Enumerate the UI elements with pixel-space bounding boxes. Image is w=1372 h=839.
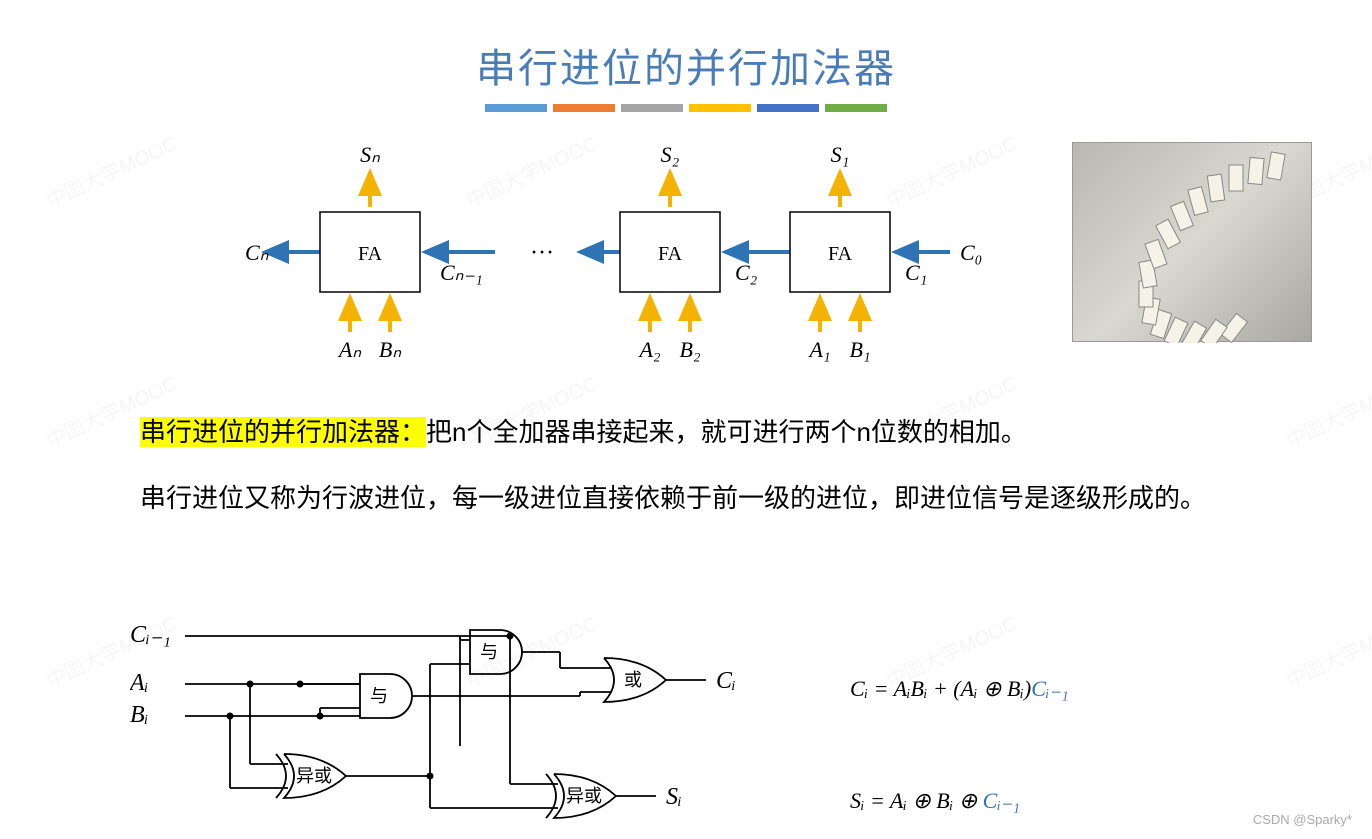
svg-text:S₂: S₂: [661, 142, 680, 167]
domino-svg: [1073, 143, 1313, 343]
svg-text:Cᵢ₋₁: Cᵢ₋₁: [130, 622, 171, 648]
svg-text:异或: 异或: [296, 766, 332, 786]
adder-chain-svg: Cₙ C₀ Cₙ₋₁ ··· C₂ C₁ FA Sₙ Aₙ Bₙ FA S₂ A₂ B₂ FA S₁ A₁ B₁: [230, 132, 1030, 392]
domino-image: [1072, 142, 1312, 342]
gate-diagram-svg: Cᵢ₋₁AᵢBᵢ与异或与或Cᵢ异或Sᵢ: [130, 616, 770, 836]
svg-text:A₂: A₂: [637, 337, 660, 362]
svg-text:Aₙ: Aₙ: [337, 337, 361, 362]
svg-text:Bₙ: Bₙ: [379, 337, 401, 362]
svg-text:FA: FA: [828, 243, 853, 265]
svg-text:Aᵢ: Aᵢ: [130, 670, 148, 696]
svg-text:Sᵢ: Sᵢ: [666, 784, 682, 810]
svg-text:C₂: C₂: [735, 260, 758, 285]
svg-text:B₁: B₁: [849, 337, 870, 362]
title-underline-bars: [0, 104, 1372, 112]
svg-text:B₂: B₂: [679, 337, 700, 362]
svg-text:Cₙ₋₁: Cₙ₋₁: [440, 260, 483, 285]
equation-si: Sᵢ = Aᵢ ⊕ Bᵢ ⊕ Cᵢ₋₁: [850, 788, 1020, 814]
color-bar: [757, 104, 819, 112]
svg-text:Cₙ: Cₙ: [245, 240, 269, 265]
paragraph-2: 串行进位又称为行波进位，每一级进位直接依赖于前一级的进位，即进位信号是逐级形成的…: [140, 478, 1232, 520]
svg-text:Cᵢ: Cᵢ: [716, 668, 736, 694]
eq-si-lhs: Sᵢ: [850, 788, 864, 813]
svg-text:或: 或: [624, 670, 642, 690]
paragraph-1-rest: 把n个全加器串接起来，就可进行两个n位数的相加。: [426, 417, 1027, 447]
equation-ci: Cᵢ = AᵢBᵢ + (Aᵢ ⊕ Bᵢ)Cᵢ₋₁: [850, 676, 1069, 702]
svg-text:FA: FA: [358, 243, 383, 265]
paragraph-1: 串行进位的并行加法器：把n个全加器串接起来，就可进行两个n位数的相加。: [140, 412, 1232, 454]
eq-si-blue: Cᵢ₋₁: [983, 788, 1020, 813]
paragraph-1-highlight: 串行进位的并行加法器：: [140, 417, 426, 447]
svg-text:S₁: S₁: [831, 142, 850, 167]
svg-text:C₀: C₀: [960, 240, 982, 265]
eq-ci-rhs: = AᵢBᵢ + (Aᵢ ⊕ Bᵢ): [868, 676, 1031, 701]
color-bar: [553, 104, 615, 112]
eq-si-rhs: = Aᵢ ⊕ Bᵢ ⊕: [864, 788, 982, 813]
svg-text:···: ···: [530, 240, 554, 266]
page-title: 串行进位的并行加法器: [0, 36, 1372, 94]
svg-text:与: 与: [480, 642, 498, 662]
svg-text:FA: FA: [658, 243, 683, 265]
svg-text:Bᵢ: Bᵢ: [130, 702, 148, 728]
svg-text:C₁: C₁: [905, 260, 927, 285]
credit-text: CSDN @Sparky*: [1253, 812, 1352, 827]
color-bar: [621, 104, 683, 112]
svg-text:异或: 异或: [566, 786, 602, 806]
svg-text:与: 与: [370, 686, 388, 706]
adder-chain-diagram: Cₙ C₀ Cₙ₋₁ ··· C₂ C₁ FA Sₙ Aₙ Bₙ FA S₂ A₂ B₂ FA S₁ A₁ B₁: [0, 132, 1372, 392]
eq-ci-blue: Cᵢ₋₁: [1031, 676, 1068, 701]
color-bar: [485, 104, 547, 112]
color-bar: [825, 104, 887, 112]
watermark: 中国大学MOOC: [1281, 607, 1372, 693]
svg-text:A₁: A₁: [807, 337, 830, 362]
svg-text:Sₙ: Sₙ: [360, 142, 380, 167]
eq-ci-lhs: Cᵢ: [850, 676, 868, 701]
color-bar: [689, 104, 751, 112]
